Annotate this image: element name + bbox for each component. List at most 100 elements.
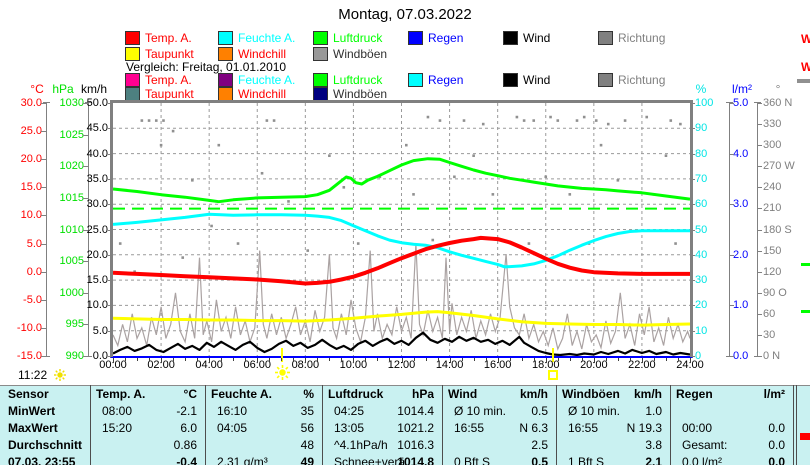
- legend-item-wind[interactable]: Wind: [503, 73, 550, 87]
- table-cell-time: Gesamt:: [682, 438, 728, 452]
- legend-item-windchill[interactable]: Windchill: [218, 47, 286, 61]
- table-header-name: Feuchte A.: [211, 387, 272, 401]
- legend-item-label: Taupunkt: [145, 87, 194, 101]
- table-cell-value: 3.8: [645, 438, 662, 452]
- tick-stub: [108, 128, 113, 130]
- tick-hPa: 1005: [59, 255, 84, 268]
- legend-item-richtung[interactable]: Richtung: [598, 31, 665, 45]
- axis-unit-3: %: [695, 82, 707, 96]
- x-tick-label: 12:00: [387, 359, 416, 371]
- table-cell-time: 0.0 l/m²: [682, 455, 723, 465]
- axis-unit-2: km/h: [80, 82, 108, 96]
- clipped-edge-bar: [797, 79, 810, 83]
- tick-stub: [41, 299, 46, 301]
- legend-item-temp-a-[interactable]: Temp. A.: [125, 31, 192, 45]
- tick-l/m²: 5.0: [733, 97, 749, 109]
- tick-stub: [757, 229, 762, 231]
- x-tick-stub: [629, 358, 631, 361]
- table-cell-time: 08:00: [102, 404, 133, 418]
- tick-l/m²: 3.0: [733, 198, 749, 211]
- chart-plot-area[interactable]: [110, 100, 693, 358]
- legend-item-windchill[interactable]: Windchill: [218, 87, 286, 101]
- legend-item-regen[interactable]: Regen: [408, 73, 463, 87]
- x-tick-stub: [605, 358, 607, 361]
- legend-item-wind[interactable]: Wind: [503, 31, 550, 45]
- tick-stub: [83, 166, 88, 168]
- legend-color-swatch: [313, 47, 328, 61]
- x-tick-label: 16:00: [483, 359, 512, 371]
- tick-stub: [690, 305, 695, 307]
- legend-item-label: Wind: [523, 31, 551, 45]
- tick-km/h: 30.0: [86, 198, 108, 211]
- tick-°: 90 O: [763, 286, 787, 299]
- x-tick-stub: [569, 358, 571, 361]
- x-tick-label: 10:00: [339, 359, 368, 371]
- legend-color-swatch: [598, 31, 613, 45]
- tick-stub: [690, 204, 695, 206]
- tick-%: 40: [695, 248, 708, 261]
- tick-km/h: 0.0: [92, 350, 108, 362]
- tick-hPa: 1015: [59, 191, 84, 204]
- table-separator: [322, 385, 323, 465]
- legend-color-swatch: [598, 73, 613, 87]
- axis-rule-right-1: [729, 103, 730, 356]
- legend-item-label: Luftdruck: [333, 31, 383, 45]
- table-cell-time: 0 Bft S: [454, 455, 491, 465]
- axis-unit-1: hPa: [52, 82, 74, 96]
- table-separator: [90, 385, 91, 465]
- legend-item-regen[interactable]: Regen: [408, 31, 463, 45]
- tick-stub: [757, 313, 762, 315]
- legend-item-temp-a-[interactable]: Temp. A.: [125, 73, 192, 87]
- table-header-unit: km/h: [633, 387, 662, 401]
- weather-chart[interactable]: [112, 103, 691, 357]
- legend-item-label: Regen: [428, 31, 464, 45]
- legend-item-taupunkt[interactable]: Taupunkt: [125, 87, 194, 101]
- tick-hPa: 990: [65, 350, 84, 362]
- tick-stub: [108, 178, 113, 180]
- tick-stub: [729, 153, 734, 155]
- tick-stub: [41, 243, 46, 245]
- tick-°: 60: [763, 307, 776, 320]
- table-header-name: Luftdruck: [328, 387, 384, 401]
- tick-stub: [729, 356, 734, 357]
- table-cell-time: Ø 10 min.: [454, 404, 507, 418]
- legend-item-feuchte-a-[interactable]: Feuchte A.: [218, 73, 295, 87]
- tick-stub: [757, 271, 762, 273]
- tick-km/h: 45.0: [86, 122, 108, 135]
- x-tick-stub: [377, 358, 379, 361]
- tick-stub: [41, 103, 46, 104]
- legend-item-luftdruck[interactable]: Luftdruck: [313, 73, 382, 87]
- legend-item-feuchte-a-[interactable]: Feuchte A.: [218, 31, 295, 45]
- tick-stub: [83, 103, 88, 104]
- x-tick-stub: [473, 358, 475, 361]
- axis-rule-left-0-cap: [43, 102, 50, 103]
- tick-stub: [83, 134, 88, 136]
- legend-item-richtung[interactable]: Richtung: [598, 73, 665, 87]
- x-tick-stub: [425, 358, 427, 361]
- legend-item-luftdruck[interactable]: Luftdruck: [313, 31, 382, 45]
- table-cell-value: -0.4: [176, 455, 197, 465]
- table-cell-value: N 6.3: [519, 421, 548, 435]
- axis-rule-left-1: [88, 103, 89, 356]
- tick-stub: [108, 204, 113, 206]
- tick-°: 270 W: [763, 160, 795, 173]
- table-cell-value: 0.5: [531, 404, 548, 418]
- tick-stub: [83, 261, 88, 263]
- table-cell-time: 16:55: [454, 421, 485, 435]
- tick-°: 120: [763, 265, 782, 278]
- x-tick-stub: [257, 358, 259, 363]
- tick-stub: [690, 229, 695, 231]
- x-tick-stub: [449, 358, 451, 363]
- axis-rule-left-1-cap: [85, 102, 92, 103]
- tick-stub: [690, 103, 695, 104]
- legend-item-windb-en[interactable]: Windböen: [313, 47, 387, 61]
- tick-stub: [729, 204, 734, 206]
- table-cell-value: 0.0: [768, 421, 785, 435]
- table-cell-time: 04:25: [334, 404, 365, 418]
- legend-item-taupunkt[interactable]: Taupunkt: [125, 47, 194, 61]
- tick-°: 180 S: [763, 223, 792, 236]
- legend-item-windb-en[interactable]: Windböen: [313, 87, 387, 101]
- x-tick-label: 08:00: [291, 359, 320, 371]
- legend-item-label: Taupunkt: [145, 47, 194, 61]
- table-header-name: Windböen: [562, 387, 620, 401]
